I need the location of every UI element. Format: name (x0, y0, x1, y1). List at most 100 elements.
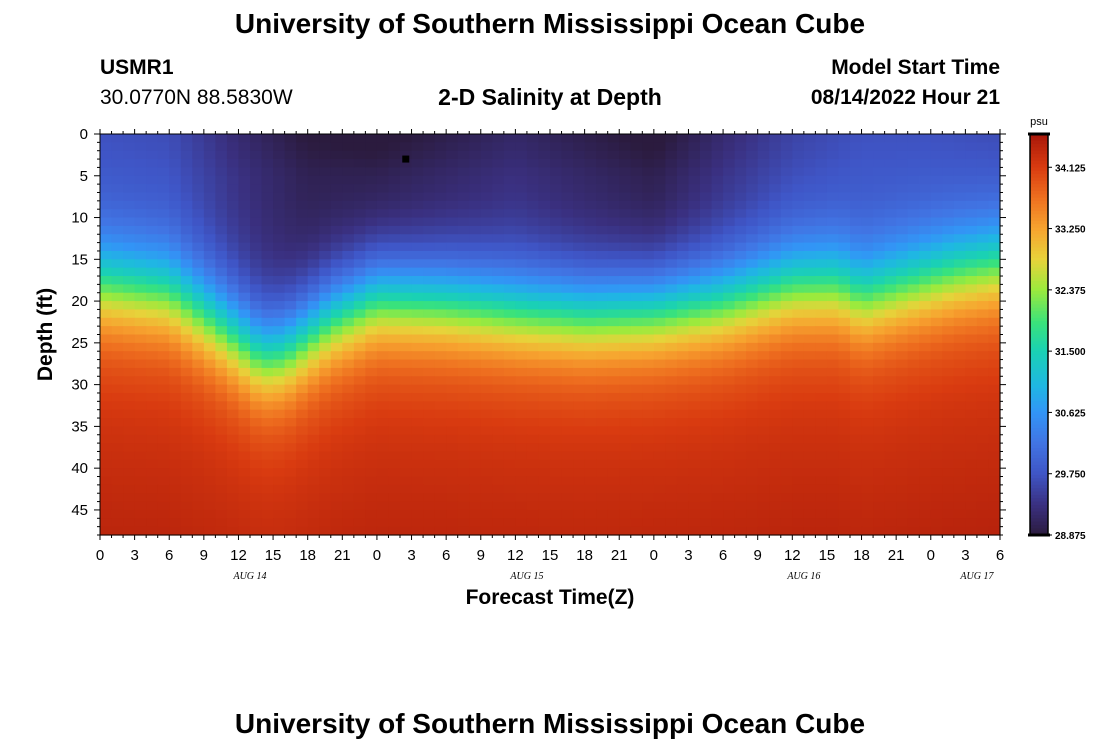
colorbar-segment (1030, 194, 1048, 199)
heatmap-cell (411, 351, 424, 361)
heatmap-cell (861, 459, 874, 469)
heatmap-cell (480, 301, 493, 311)
heatmap-cell (492, 459, 505, 469)
heatmap-cell (388, 267, 401, 277)
heatmap-cell (434, 250, 447, 260)
heatmap-cell (180, 175, 193, 185)
heatmap-cell (930, 334, 943, 344)
heatmap-cell (400, 167, 413, 177)
heatmap-cell (203, 468, 216, 478)
heatmap-cell (238, 200, 251, 210)
heatmap-cell (503, 150, 516, 160)
heatmap-cell (757, 250, 770, 260)
colorbar-segment (1030, 341, 1048, 346)
heatmap-cell (284, 342, 297, 352)
heatmap-cell (769, 301, 782, 311)
heatmap-cell (157, 376, 170, 386)
heatmap-cell (711, 409, 724, 419)
heatmap-cell (803, 259, 816, 269)
heatmap-cell (780, 326, 793, 336)
heatmap-cell (180, 267, 193, 277)
heatmap-cell (780, 384, 793, 394)
heatmap-cell (423, 326, 436, 336)
heatmap-cell (319, 426, 332, 436)
station-coordinates: 30.0770N 88.5830W (100, 86, 293, 109)
heatmap-cell (976, 493, 990, 503)
heatmap-cell (930, 459, 943, 469)
heatmap-cell (826, 351, 840, 361)
heatmap-cell (111, 217, 124, 227)
heatmap-cell (803, 326, 816, 336)
heatmap-cell (134, 434, 147, 444)
heatmap-cell (965, 367, 978, 377)
heatmap-cell (180, 476, 193, 486)
heatmap-cell (792, 209, 805, 219)
heatmap-cell (169, 434, 182, 444)
heatmap-cell (423, 426, 436, 436)
heatmap-cell (203, 142, 216, 152)
heatmap-cell (780, 267, 793, 277)
heatmap-cell (676, 468, 690, 478)
heatmap-cell (388, 184, 401, 194)
heatmap-cell (734, 443, 747, 453)
heatmap-cell (307, 326, 320, 336)
heatmap-cell (169, 301, 182, 311)
heatmap-cell (134, 334, 147, 344)
heatmap-cell (723, 518, 736, 528)
heatmap-cell (688, 292, 701, 302)
colorbar-segment (1030, 468, 1048, 473)
heatmap-cell (850, 242, 863, 252)
heatmap-cell (238, 351, 251, 361)
heatmap-cell (780, 418, 793, 427)
heatmap-cell (273, 392, 286, 402)
heatmap-cell (307, 234, 320, 244)
heatmap-cell (803, 509, 816, 519)
heatmap-cell (319, 267, 332, 277)
heatmap-cell (215, 426, 228, 436)
y-tick-label: 15 (71, 251, 88, 268)
heatmap-cell (100, 493, 113, 503)
heatmap-cell (273, 526, 286, 536)
heatmap-cell (353, 276, 366, 285)
heatmap-cell (746, 292, 759, 302)
colorbar-segment (1030, 257, 1048, 262)
heatmap-cell (700, 250, 713, 260)
heatmap-cell (400, 142, 413, 152)
heatmap-cell (734, 234, 747, 244)
heatmap-cell (815, 250, 828, 260)
heatmap-cell (169, 518, 182, 528)
heatmap-cell (688, 509, 701, 519)
x-tick-label: 3 (961, 547, 969, 564)
heatmap-cell (896, 376, 909, 386)
heatmap-cell (573, 401, 586, 411)
heatmap-cell (423, 342, 436, 352)
heatmap-cell (203, 217, 216, 227)
heatmap-cell (596, 301, 609, 311)
heatmap-cell (700, 484, 713, 494)
heatmap-cell (550, 476, 563, 486)
heatmap-cell (873, 200, 886, 210)
heatmap-cell (700, 284, 713, 294)
heatmap-cell (607, 443, 620, 453)
heatmap-cell (342, 301, 355, 311)
heatmap-cell (850, 225, 863, 235)
heatmap-cell (319, 468, 332, 478)
heatmap-cell (330, 426, 343, 436)
heatmap-cell (780, 426, 793, 436)
heatmap-cell (515, 134, 528, 143)
heatmap-cell (561, 509, 574, 519)
heatmap-cell (803, 317, 816, 327)
heatmap-cell (180, 334, 193, 344)
heatmap-cell (180, 526, 193, 536)
heatmap-cell (688, 367, 701, 377)
heatmap-cell (780, 501, 793, 511)
heatmap-cell (457, 292, 470, 302)
heatmap-cell (480, 367, 493, 377)
heatmap-cell (238, 159, 251, 169)
heatmap-cell (665, 234, 678, 244)
heatmap-cell (215, 326, 228, 336)
y-tick-label: 5 (80, 168, 88, 185)
heatmap-cell (700, 384, 713, 394)
heatmap-cell (111, 468, 124, 478)
heatmap-cell (100, 443, 113, 453)
